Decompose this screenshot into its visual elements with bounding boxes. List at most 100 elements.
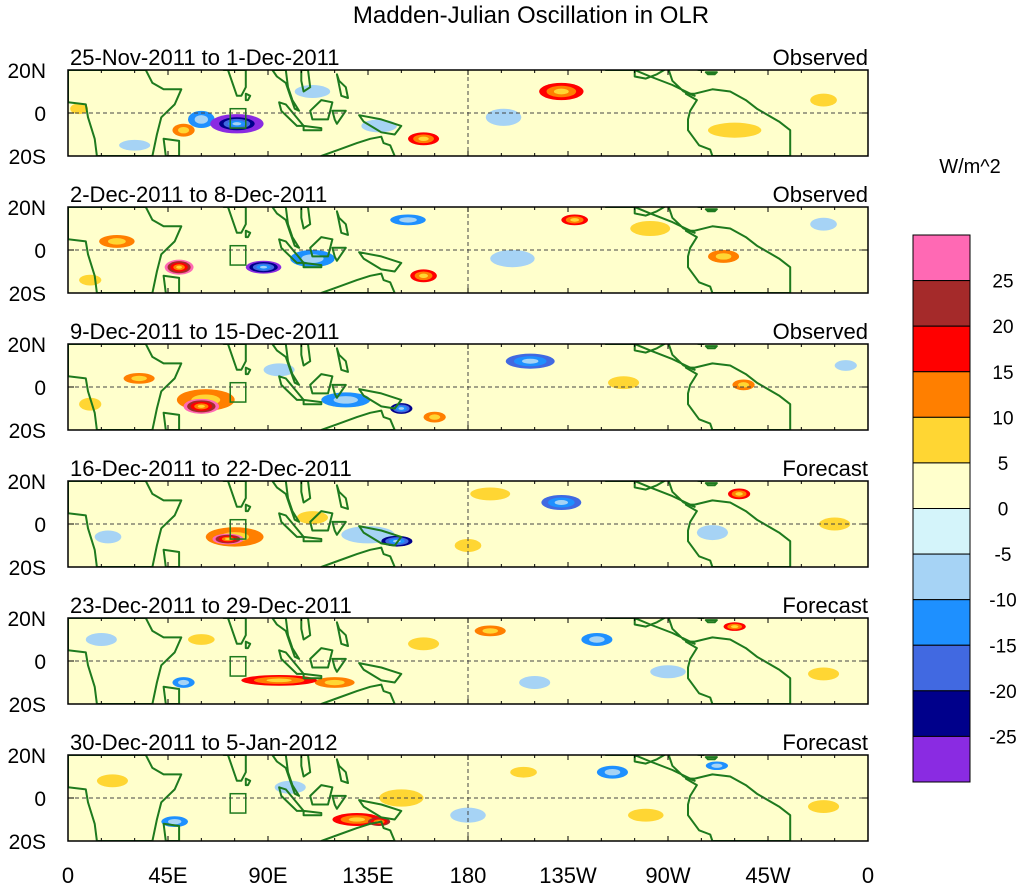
panel-date-range: 23-Dec-2011 to 29-Dec-2011	[70, 593, 352, 618]
coastline	[320, 683, 396, 704]
coastline	[309, 647, 334, 669]
anomaly-contour	[260, 265, 268, 269]
coastline	[331, 246, 347, 262]
coastline	[244, 366, 252, 376]
coastline	[300, 207, 312, 230]
y-tick-label: 0	[34, 788, 46, 811]
anomaly-contour	[735, 492, 743, 496]
coastline	[704, 345, 718, 350]
coastline	[320, 272, 396, 293]
y-tick-label: 20S	[9, 557, 46, 580]
panel-status: Forecast	[782, 456, 868, 481]
coastline	[278, 238, 305, 264]
anomaly-contour	[608, 376, 640, 390]
region-box	[229, 792, 247, 814]
colorbar-box	[912, 371, 971, 418]
anomaly-contour	[194, 115, 208, 124]
coastline	[309, 784, 334, 806]
coastline	[320, 135, 396, 156]
coastline	[222, 344, 247, 371]
coastline	[335, 758, 349, 784]
anomaly-contour	[429, 414, 441, 420]
colorbar-label: -20	[989, 682, 1016, 703]
y-tick-label: 20S	[9, 694, 46, 717]
coastline	[358, 251, 403, 273]
anomaly-contour	[119, 139, 151, 151]
coastline	[604, 481, 696, 508]
colorbar-box	[912, 325, 971, 373]
coastline	[358, 525, 403, 547]
coastline	[335, 621, 349, 647]
coastline	[302, 535, 323, 543]
coastline	[694, 70, 705, 71]
y-tick-label: 0	[34, 240, 46, 263]
coastline	[684, 499, 792, 567]
anomaly-contour	[232, 122, 242, 126]
anomaly-contour	[263, 363, 295, 377]
coastline	[300, 70, 312, 93]
coastline	[694, 481, 705, 482]
coastline	[68, 344, 183, 430]
coastlines	[68, 207, 792, 293]
anomaly-contour	[604, 768, 621, 776]
anomaly-contour	[324, 679, 345, 686]
coastline	[271, 481, 301, 523]
coastline	[358, 662, 403, 684]
coastline	[300, 344, 312, 367]
coastline	[68, 207, 183, 293]
coastline	[309, 236, 334, 258]
coastline	[302, 261, 323, 269]
coastline	[68, 481, 183, 567]
coastline	[244, 92, 252, 102]
anomaly-contour	[399, 217, 417, 223]
panel-status: Forecast	[782, 593, 868, 618]
coastline	[162, 137, 181, 156]
panel-status: Observed	[773, 182, 868, 207]
coastline	[271, 207, 301, 249]
coastline	[271, 70, 301, 112]
anomaly-contour	[708, 122, 762, 138]
coastline	[335, 484, 349, 510]
coastline	[684, 225, 792, 293]
y-tick-label: 20S	[9, 420, 46, 443]
anomaly-contour	[131, 375, 147, 382]
anomaly-contour	[85, 633, 117, 646]
coastline	[320, 820, 396, 841]
chart-title: Madden-Julian Oscillation in OLR	[353, 2, 709, 29]
coastline	[278, 101, 305, 127]
panel-date-range: 30-Dec-2011 to 5-Jan-2012	[70, 730, 337, 755]
coastline	[604, 755, 696, 782]
x-tick-label: 135W	[539, 863, 597, 887]
coastline	[694, 755, 705, 756]
panel-status: Observed	[773, 45, 868, 70]
coastline	[68, 618, 183, 704]
region-box	[229, 655, 247, 677]
colorbar-units-label: W/m^2	[939, 156, 1001, 178]
colorbar-label: -10	[989, 591, 1016, 612]
anomaly-contour	[168, 818, 182, 825]
colorbar-box	[912, 553, 971, 601]
coastline	[302, 124, 323, 132]
anomaly-contour	[418, 136, 429, 141]
coastline	[162, 411, 181, 430]
anomaly-contour	[628, 808, 664, 822]
coastline	[320, 546, 396, 567]
anomaly-contour	[379, 789, 424, 807]
coastline	[604, 70, 696, 97]
anomaly-contour	[294, 85, 331, 98]
coastline	[320, 409, 396, 430]
colorbar-box	[912, 508, 971, 555]
colorbar-label: 0	[998, 500, 1009, 521]
y-tick-label: 20S	[9, 831, 46, 854]
anomaly-contour	[266, 678, 292, 683]
coastline	[704, 619, 718, 624]
anomaly-contour	[178, 679, 190, 686]
coastline	[335, 73, 349, 99]
coastline	[694, 618, 705, 619]
y-tick-label: 0	[34, 651, 46, 674]
colorbar-label: -25	[989, 727, 1016, 748]
panel-status: Observed	[773, 319, 868, 344]
coastline	[604, 618, 696, 645]
coastline	[331, 109, 347, 125]
